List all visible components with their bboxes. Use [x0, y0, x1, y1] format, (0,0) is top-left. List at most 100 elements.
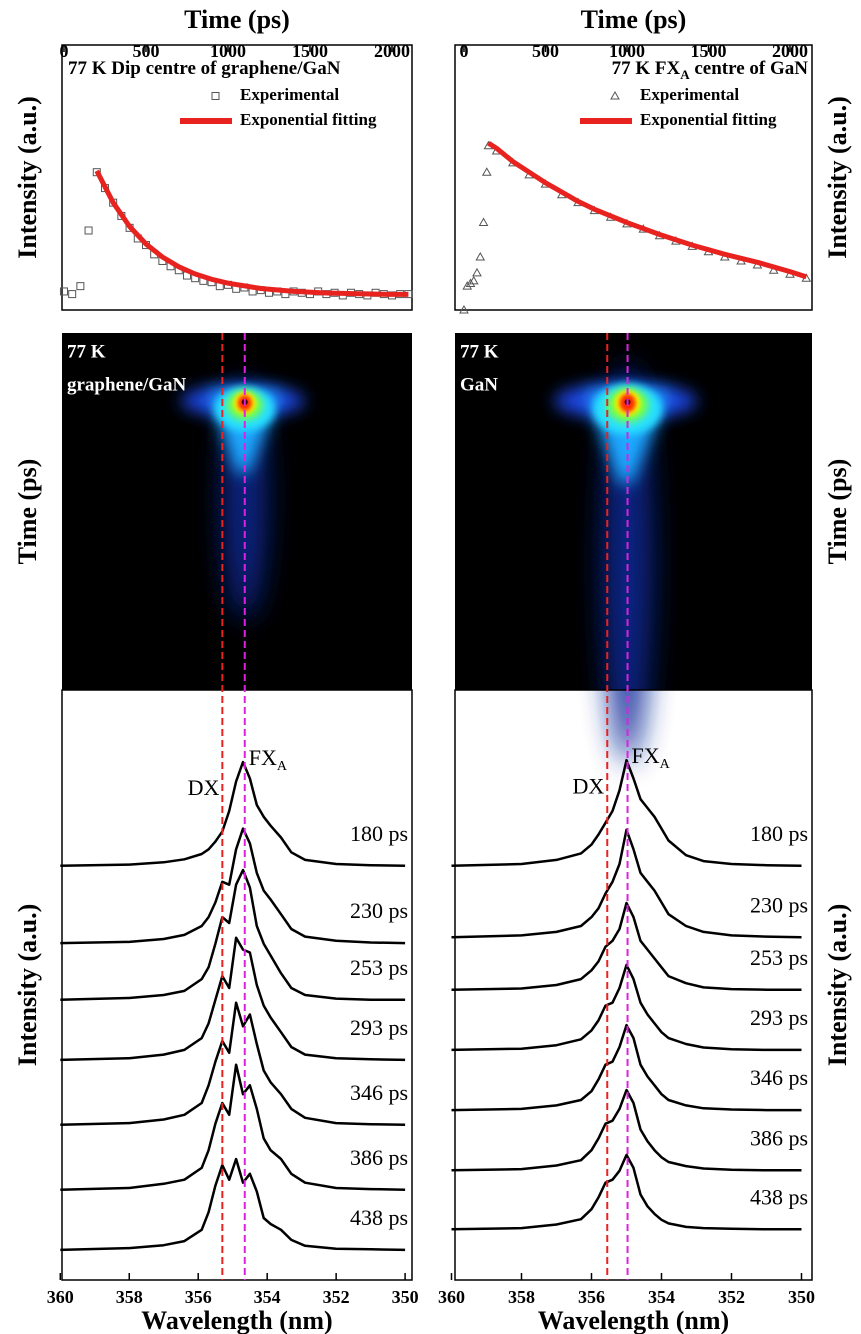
x-tick-label: 352: [323, 1287, 350, 1307]
title-text: 77 K Dip centre of graphene/GaN: [68, 58, 341, 79]
legend-label: Experimental: [640, 85, 739, 104]
spectrum: [60, 936, 406, 1062]
x-tick-label: 358: [508, 1287, 535, 1307]
data-point: [84, 226, 93, 235]
series-label: 293 ps: [350, 1015, 408, 1040]
series-label: 180 ps: [350, 821, 408, 846]
streak-label: GaN: [460, 374, 498, 395]
data-point: [472, 267, 482, 277]
plot-frame: [454, 689, 813, 1281]
x-tick-label: 2000: [374, 41, 410, 61]
spectrum: [60, 760, 406, 868]
x-tick-label: 350: [392, 1287, 419, 1307]
title-text: 77 K FX: [612, 58, 681, 79]
series-label: 438 ps: [750, 1184, 808, 1209]
x-tick-label: 352: [718, 1287, 745, 1307]
y-axis-label: Intensity (a.u.): [823, 904, 852, 1067]
series-label: 180 ps: [750, 821, 808, 846]
spectrum: [451, 1088, 802, 1172]
spectrum: [451, 828, 802, 939]
series-label: 386 ps: [350, 1145, 408, 1170]
title-text: centre of GaN: [690, 58, 809, 79]
legend-label: Experimental: [240, 85, 339, 104]
fx-subscript: A: [660, 757, 671, 772]
x-tick-label: 2000: [772, 41, 808, 61]
y-axis-label: Time (ps): [823, 459, 852, 565]
series-label: 230 ps: [750, 892, 808, 917]
x-axis-label: Wavelength (nm): [141, 1306, 332, 1334]
y-axis-label: Time (ps): [13, 459, 42, 565]
fit-line: [94, 169, 409, 297]
series-label: 230 ps: [350, 898, 408, 923]
x-tick-label: 500: [532, 41, 559, 61]
title-subscript: A: [680, 67, 690, 82]
spectrum: [60, 1157, 406, 1252]
x-axis-label: Time (ps): [184, 5, 290, 34]
fx-text: FX: [632, 743, 660, 768]
spectrum: [451, 1023, 802, 1112]
streak-label: graphene/GaN: [67, 374, 187, 395]
data-point: [76, 282, 85, 291]
x-tick-label: 360: [47, 1287, 74, 1307]
dx-annotation: DX: [188, 775, 220, 800]
x-tick-label: 1500: [292, 41, 328, 61]
spectrum: [60, 1001, 406, 1127]
x-tick-label: 354: [254, 1287, 281, 1307]
x-tick-label: 1500: [690, 41, 726, 61]
x-tick-label: 1000: [609, 41, 645, 61]
series-label: 253 ps: [750, 945, 808, 970]
spectrum: [451, 901, 802, 991]
fx-annotation: FXA: [249, 745, 288, 774]
x-tick-label: 0: [459, 41, 468, 61]
series-label: 293 ps: [750, 1005, 808, 1030]
x-tick-label: 358: [116, 1287, 143, 1307]
series-label: 346 ps: [350, 1080, 408, 1105]
spectrum: [60, 827, 406, 945]
x-tick-label: 356: [185, 1287, 212, 1307]
fx-subscript: A: [277, 759, 288, 774]
data-point: [478, 217, 489, 227]
data-point: [465, 278, 476, 287]
data-point: [462, 281, 473, 290]
legend-swatch: [211, 92, 220, 100]
x-axis-label: Wavelength (nm): [538, 1306, 729, 1334]
plot-frame: [454, 44, 813, 311]
spectrum: [451, 963, 802, 1052]
data-point: [459, 304, 469, 314]
x-axis-label: Time (ps): [581, 5, 687, 34]
fit-line: [487, 140, 808, 280]
data-point: [481, 167, 492, 176]
spectrum: [451, 758, 802, 868]
plot-frame: [61, 689, 413, 1281]
data-point: [475, 251, 486, 261]
data-point: [468, 275, 479, 285]
x-tick-label: 500: [132, 41, 159, 61]
streak-label: 77 K: [460, 341, 499, 362]
fx-text: FX: [249, 745, 277, 770]
legend-label: Exponential fitting: [640, 110, 777, 129]
x-tick-label: 350: [788, 1287, 815, 1307]
legend-swatch: [610, 90, 620, 100]
series-label: 386 ps: [750, 1125, 808, 1150]
spectrum: [60, 868, 406, 1002]
legend-label: Exponential fitting: [240, 110, 377, 129]
streak-label: 77 K: [67, 341, 106, 362]
spectrum: [451, 1153, 802, 1231]
panel-title: 77 K FXA centre of GaN: [612, 58, 809, 82]
data-point: [68, 290, 77, 299]
x-tick-label: 1000: [210, 41, 246, 61]
panel-title: 77 K Dip centre of graphene/GaN: [68, 58, 341, 79]
data-point: [59, 287, 68, 296]
spectrum: [60, 1063, 406, 1191]
series-label: 346 ps: [750, 1065, 808, 1090]
x-tick-label: 360: [438, 1287, 465, 1307]
x-tick-label: 354: [648, 1287, 675, 1307]
dx-annotation: DX: [572, 773, 604, 798]
series-label: 253 ps: [350, 955, 408, 980]
y-axis-label: Intensity (a.u.): [13, 904, 42, 1067]
x-tick-label: 356: [578, 1287, 605, 1307]
fx-annotation: FXA: [632, 743, 671, 772]
plot-frame: [61, 44, 413, 311]
